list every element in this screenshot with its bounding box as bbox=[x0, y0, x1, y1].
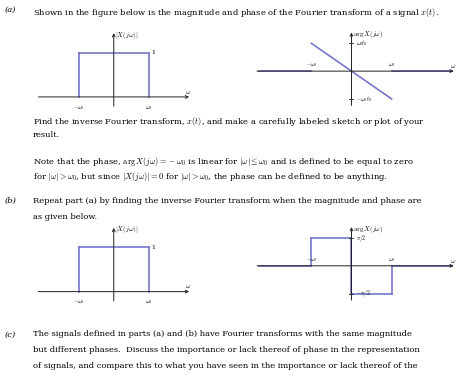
Text: Repeat part (a) by finding the inverse Fourier transform when the magnitude and : Repeat part (a) by finding the inverse F… bbox=[33, 197, 422, 205]
Text: The signals defined in parts (a) and (b) have Fourier transforms with the same m: The signals defined in parts (a) and (b)… bbox=[33, 330, 412, 339]
Text: $\pi/2$: $\pi/2$ bbox=[356, 233, 366, 244]
Text: $|X(j\omega)|$: $|X(j\omega)|$ bbox=[115, 224, 138, 235]
Text: $\omega_0$: $\omega_0$ bbox=[145, 104, 153, 112]
Text: $\omega_0 t_0$: $\omega_0 t_0$ bbox=[356, 38, 367, 48]
Text: result.: result. bbox=[33, 131, 60, 139]
Text: Find the inverse Fourier transform, $x(t)$, and make a carefully labeled sketch : Find the inverse Fourier transform, $x(t… bbox=[33, 115, 425, 128]
Text: $|X(j\omega)|$: $|X(j\omega)|$ bbox=[115, 30, 138, 41]
Text: $-\omega_0$: $-\omega_0$ bbox=[306, 61, 317, 69]
Text: $\omega$: $\omega$ bbox=[450, 63, 456, 70]
Text: (c): (c) bbox=[5, 330, 16, 339]
Text: $\omega$: $\omega$ bbox=[450, 257, 456, 265]
Text: $-\pi/2$: $-\pi/2$ bbox=[356, 288, 370, 299]
Text: (b): (b) bbox=[5, 197, 17, 205]
Text: $\arg X(j\omega)$: $\arg X(j\omega)$ bbox=[353, 224, 383, 234]
Text: $\arg X(j\omega)$: $\arg X(j\omega)$ bbox=[353, 29, 383, 40]
Text: of signals, and compare this to what you have seen in the importance or lack the: of signals, and compare this to what you… bbox=[33, 362, 418, 370]
Text: $-\omega_0$: $-\omega_0$ bbox=[73, 104, 84, 112]
Text: $\omega_0$: $\omega_0$ bbox=[388, 61, 395, 69]
Text: $\omega_0$: $\omega_0$ bbox=[145, 298, 153, 306]
Text: Note that the phase, $\arg X(j\omega) = -\omega_0$ is linear for $|\omega| \leq : Note that the phase, $\arg X(j\omega) = … bbox=[33, 155, 414, 167]
Text: $-\omega_0$: $-\omega_0$ bbox=[306, 256, 317, 264]
Text: Shown in the figure below is the magnitude and phase of the Fourier transform of: Shown in the figure below is the magnitu… bbox=[33, 6, 439, 18]
Text: (a): (a) bbox=[5, 6, 16, 14]
Text: $-\omega_0 t_0$: $-\omega_0 t_0$ bbox=[356, 94, 371, 104]
Text: $\omega_0$: $\omega_0$ bbox=[388, 256, 395, 264]
Text: but different phases.  Discuss the importance or lack thereof of phase in the re: but different phases. Discuss the import… bbox=[33, 346, 420, 354]
Text: $\omega$: $\omega$ bbox=[185, 87, 191, 96]
Text: for $|\omega| > \omega_0$, but since $|X(j\omega)| = 0$ for $|\omega| > \omega_0: for $|\omega| > \omega_0$, but since $|X… bbox=[33, 170, 388, 183]
Text: $-\omega_0$: $-\omega_0$ bbox=[73, 298, 84, 306]
Text: 1: 1 bbox=[152, 245, 155, 250]
Text: 1: 1 bbox=[152, 50, 155, 55]
Text: $\omega$: $\omega$ bbox=[185, 282, 191, 290]
Text: as given below.: as given below. bbox=[33, 213, 97, 221]
